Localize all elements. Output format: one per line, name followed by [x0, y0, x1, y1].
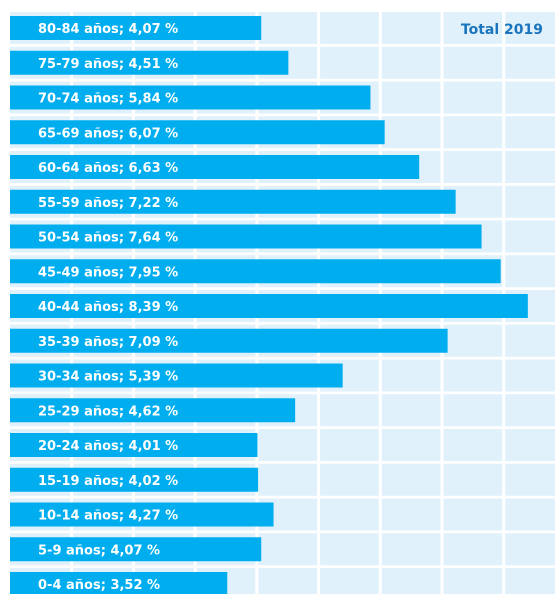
separator: ;	[119, 161, 129, 176]
value-label: 7,09 %	[129, 334, 179, 349]
value-label: 4,27 %	[129, 508, 179, 523]
bar	[10, 50, 289, 75]
value-label: 4,07 %	[110, 543, 160, 558]
category-label: 20-24 años	[38, 439, 119, 454]
category-label: 40-44 años	[38, 300, 119, 315]
category-label: 35-39 años	[38, 334, 119, 349]
separator: ;	[101, 578, 111, 593]
bar-label: 0-4 años; 3,52 %	[38, 578, 160, 593]
bar	[10, 502, 274, 527]
separator: ;	[119, 195, 129, 210]
category-label: 0-4 años	[38, 578, 101, 593]
bar	[10, 433, 258, 457]
bar-label: 5-9 años; 4,07 %	[38, 543, 160, 558]
value-label: 4,51 %	[129, 56, 179, 71]
separator: ;	[119, 265, 129, 280]
value-label: 6,63 %	[129, 161, 179, 176]
separator: ;	[119, 22, 129, 37]
bar-label: 15-19 años; 4,02 %	[38, 473, 178, 488]
category-label: 65-69 años	[38, 126, 119, 141]
separator: ;	[119, 91, 129, 106]
bar	[10, 294, 528, 318]
bar-label: 35-39 años; 7,09 %	[38, 334, 178, 349]
bar-label: 75-79 años; 4,51 %	[38, 56, 178, 71]
bar	[10, 155, 420, 179]
value-label: 4,62 %	[129, 404, 179, 419]
bar	[10, 85, 371, 110]
separator: ;	[119, 369, 129, 384]
separator: ;	[119, 473, 129, 488]
bar-label: 65-69 años; 6,07 %	[38, 126, 178, 141]
bars: 80-84 años; 4,07 % 75-79 años; 4,51 % 70-7…	[10, 16, 528, 594]
separator: ;	[119, 334, 129, 349]
value-label: 4,02 %	[129, 473, 179, 488]
bar	[10, 328, 448, 353]
bar-label: 30-34 años; 5,39 %	[38, 369, 178, 384]
value-label: 8,39 %	[129, 300, 179, 315]
bar	[10, 572, 228, 594]
category-label: 30-34 años	[38, 369, 119, 384]
separator: ;	[119, 230, 129, 245]
bar	[10, 398, 296, 423]
category-label: 80-84 años	[38, 22, 119, 37]
bar	[10, 224, 482, 249]
bar	[10, 467, 259, 492]
category-label: 50-54 años	[38, 230, 119, 245]
value-label: 3,52 %	[110, 578, 160, 593]
value-label: 7,95 %	[129, 265, 179, 280]
bar-label: 25-29 años; 4,62 %	[38, 404, 178, 419]
category-label: 55-59 años	[38, 195, 119, 210]
bar-label: 10-14 años; 4,27 %	[38, 508, 178, 523]
separator: ;	[119, 404, 129, 419]
category-label: 5-9 años	[38, 543, 101, 558]
separator: ;	[101, 543, 111, 558]
category-label: 70-74 años	[38, 91, 119, 106]
separator: ;	[119, 508, 129, 523]
bar-label: 70-74 años; 5,84 %	[38, 91, 178, 106]
chart-title: Total 2019	[461, 22, 543, 38]
bar-label: 55-59 años; 7,22 %	[38, 195, 178, 210]
category-label: 15-19 años	[38, 473, 119, 488]
category-label: 75-79 años	[38, 56, 119, 71]
bar-label: 20-24 años; 4,01 %	[38, 439, 178, 454]
bar	[10, 259, 501, 284]
bar	[10, 189, 456, 214]
bar	[10, 363, 343, 388]
bar-label: 60-64 años; 6,63 %	[38, 161, 178, 176]
bar	[10, 16, 262, 40]
separator: ;	[119, 126, 129, 141]
category-label: 45-49 años	[38, 265, 119, 280]
value-label: 4,01 %	[129, 439, 179, 454]
category-label: 60-64 años	[38, 161, 119, 176]
bar	[10, 120, 385, 145]
value-label: 7,22 %	[129, 195, 179, 210]
separator: ;	[119, 300, 129, 315]
bar-label: 80-84 años; 4,07 %	[38, 22, 178, 37]
bar	[10, 537, 262, 562]
category-label: 25-29 años	[38, 404, 119, 419]
value-label: 4,07 %	[129, 22, 179, 37]
bar-label: 45-49 años; 7,95 %	[38, 265, 178, 280]
bar-label: 50-54 años; 7,64 %	[38, 230, 178, 245]
separator: ;	[119, 56, 129, 71]
bar-label: 40-44 años; 8,39 %	[38, 300, 178, 315]
value-label: 7,64 %	[129, 230, 179, 245]
category-label: 10-14 años	[38, 508, 119, 523]
separator: ;	[119, 439, 129, 454]
value-label: 5,39 %	[129, 369, 179, 384]
value-label: 5,84 %	[129, 91, 179, 106]
value-label: 6,07 %	[129, 126, 179, 141]
